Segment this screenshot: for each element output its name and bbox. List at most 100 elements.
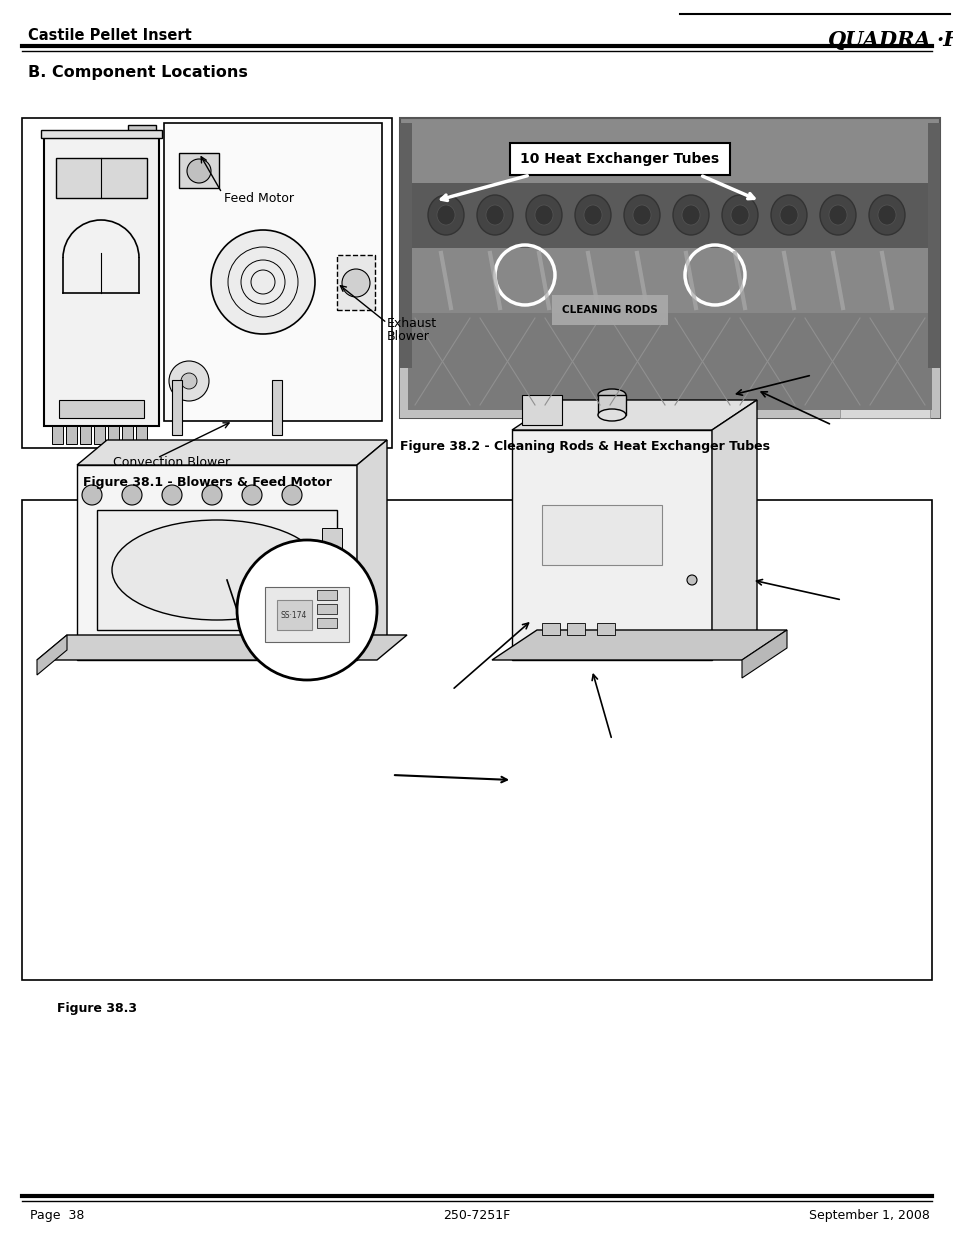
Bar [44, 138, 159, 426]
Polygon shape [741, 630, 786, 678]
Circle shape [82, 485, 102, 505]
Bar [128, 125, 156, 131]
Text: Feed Motor: Feed Motor [224, 191, 294, 205]
Polygon shape [492, 630, 786, 659]
Bar [541, 505, 661, 564]
Text: Figure 38.2 - Cleaning Rods & Heat Exchanger Tubes: Figure 38.2 - Cleaning Rods & Heat Excha… [399, 440, 769, 453]
Ellipse shape [575, 195, 610, 235]
Text: Exhaust: Exhaust [387, 316, 436, 330]
Bar [322, 563, 341, 585]
Polygon shape [711, 400, 757, 659]
Circle shape [181, 373, 196, 389]
Bar [122, 426, 132, 445]
Bar [80, 426, 91, 445]
Polygon shape [37, 635, 407, 659]
Ellipse shape [721, 195, 758, 235]
Ellipse shape [525, 195, 561, 235]
Bar [336, 254, 375, 310]
Ellipse shape [730, 205, 748, 225]
Bar [408, 248, 931, 312]
Polygon shape [77, 466, 356, 659]
Bar [410, 201, 929, 266]
Bar [597, 622, 615, 635]
Circle shape [211, 230, 314, 333]
Ellipse shape [598, 409, 625, 421]
Text: 250-7251F: 250-7251F [443, 1209, 510, 1223]
Text: September 1, 2008: September 1, 2008 [808, 1209, 929, 1223]
Bar [322, 529, 341, 550]
Text: QUADRA: QUADRA [827, 30, 931, 49]
Circle shape [202, 485, 222, 505]
Circle shape [282, 485, 302, 505]
Ellipse shape [868, 195, 904, 235]
Ellipse shape [623, 195, 659, 235]
Circle shape [122, 485, 142, 505]
Circle shape [169, 361, 209, 401]
Text: Figure 38.3: Figure 38.3 [57, 1002, 137, 1015]
Polygon shape [356, 440, 387, 659]
Polygon shape [37, 635, 67, 676]
Bar [164, 124, 381, 421]
Circle shape [162, 485, 182, 505]
Bar [510, 143, 729, 175]
Bar [316, 604, 336, 614]
Bar [399, 124, 412, 368]
Text: SS·174: SS·174 [280, 610, 307, 620]
Ellipse shape [436, 205, 455, 225]
Bar [840, 388, 929, 417]
Bar [322, 598, 341, 620]
Ellipse shape [820, 195, 855, 235]
Ellipse shape [877, 205, 895, 225]
Circle shape [236, 540, 376, 680]
Text: ·FIRE: ·FIRE [935, 30, 953, 49]
Bar [399, 119, 939, 417]
Bar [276, 600, 312, 630]
Bar [408, 312, 931, 410]
Circle shape [341, 269, 370, 296]
Ellipse shape [598, 389, 625, 401]
Text: Convection Blower: Convection Blower [113, 456, 231, 469]
Ellipse shape [770, 195, 806, 235]
Ellipse shape [633, 205, 650, 225]
Bar [131, 128, 152, 153]
Bar [22, 119, 392, 448]
Bar [66, 426, 77, 445]
Ellipse shape [476, 195, 513, 235]
Ellipse shape [535, 205, 553, 225]
Ellipse shape [828, 205, 846, 225]
Bar [179, 153, 219, 188]
Bar [22, 500, 931, 981]
Bar [316, 590, 336, 600]
Bar [136, 426, 147, 445]
Text: 10 Heat Exchanger Tubes: 10 Heat Exchanger Tubes [520, 152, 719, 165]
Bar [265, 587, 349, 642]
Bar [52, 426, 63, 445]
Ellipse shape [672, 195, 708, 235]
Bar [56, 158, 147, 198]
Ellipse shape [112, 520, 322, 620]
Text: Castile Pellet Insert: Castile Pellet Insert [28, 28, 192, 43]
Bar [419, 317, 919, 368]
Ellipse shape [485, 205, 503, 225]
Text: Figure 38.1 - Blowers & Feed Motor: Figure 38.1 - Blowers & Feed Motor [83, 475, 331, 489]
Bar [927, 124, 939, 368]
Circle shape [686, 576, 697, 585]
Bar [172, 380, 182, 435]
Polygon shape [512, 430, 711, 659]
Bar [272, 380, 282, 435]
Bar [59, 400, 144, 417]
Bar [108, 426, 119, 445]
Bar [598, 395, 625, 415]
Bar [97, 510, 336, 630]
Circle shape [242, 485, 262, 505]
Ellipse shape [780, 205, 797, 225]
Polygon shape [77, 440, 387, 466]
Bar [94, 426, 105, 445]
Ellipse shape [583, 205, 601, 225]
Circle shape [187, 159, 211, 183]
Polygon shape [512, 400, 757, 430]
Bar [566, 622, 584, 635]
Bar [408, 183, 931, 248]
Text: CLEANING RODS: CLEANING RODS [561, 305, 658, 315]
Bar [316, 618, 336, 629]
